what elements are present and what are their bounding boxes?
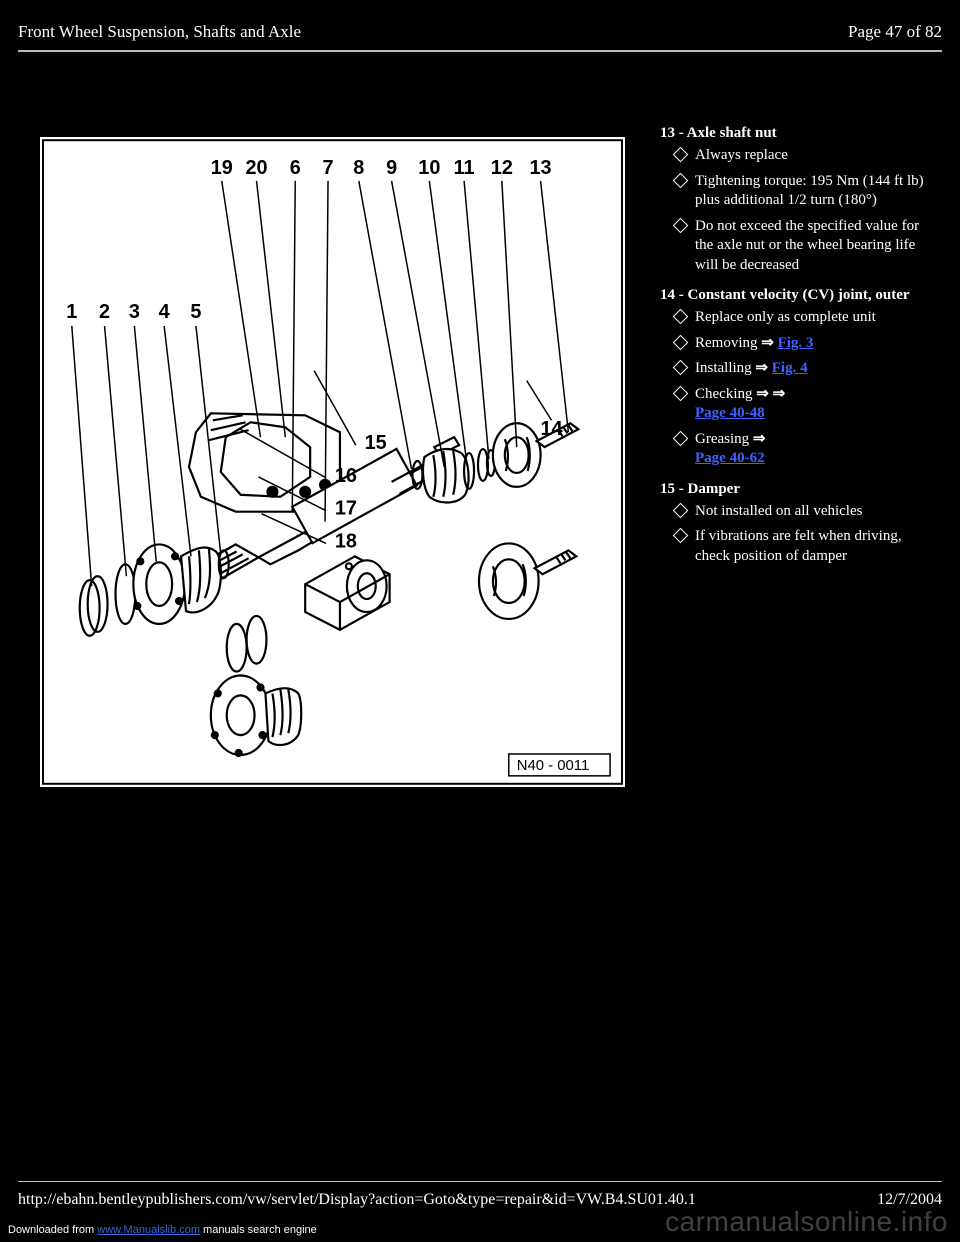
download-note: Downloaded from www.Manualslib.com manua… [8, 1224, 317, 1236]
callout-number: 6 [290, 157, 301, 179]
callout-number: 10 [418, 157, 440, 179]
figure-id: N40 - 0011 [517, 758, 590, 774]
item-sub: Do not exceed the specified value for th… [695, 217, 930, 276]
exploded-diagram: N40 - 0011 [40, 137, 625, 787]
callout-number: 5 [190, 301, 201, 323]
figure-column: N40 - 0011 [30, 115, 650, 787]
page-link[interactable]: Page 40-62 [695, 450, 765, 466]
page-link[interactable]: Fig. 3 [778, 335, 814, 351]
callout-number: 4 [159, 301, 170, 323]
item-sub: Tightening torque: 195 Nm (144 ft lb) pl… [695, 172, 930, 211]
item-sub: Checking ⇒ ⇒Page 40-48 [695, 385, 930, 424]
footer-rule [18, 1181, 942, 1182]
page-link[interactable]: Fig. 4 [772, 360, 808, 376]
item-head: 15 - Damper [660, 481, 930, 498]
callout-number: 13 [530, 157, 552, 179]
item-sub: Greasing ⇒ Page 40-62 [695, 430, 930, 469]
item-sub: Removing ⇒ Fig. 3 [695, 334, 930, 354]
item-sub: Replace only as complete unit [695, 308, 930, 328]
parts-item: 14 - Constant velocity (CV) joint, outer… [660, 287, 930, 469]
header-title: Front Wheel Suspension, Shafts and Axle [18, 22, 301, 42]
callout-number: 17 [335, 498, 357, 520]
callout-number: 14 [540, 418, 562, 440]
manualslib-link[interactable]: www.Manualslib.com [97, 1224, 200, 1236]
callout-number: 2 [99, 301, 110, 323]
callout-number: 8 [353, 157, 364, 179]
sidebar: 13 - Axle shaft nut Always replace Tighten… [650, 115, 930, 787]
header-page: Page 47 of 82 [848, 22, 942, 42]
callout-number: 11 [454, 157, 475, 179]
callout-number: 19 [211, 157, 233, 179]
item-sub: If vibrations are felt when driving, che… [695, 527, 930, 566]
callout-number: 16 [335, 465, 357, 487]
watermark: carmanualsonline.info [665, 1206, 948, 1238]
callout-number: 3 [129, 301, 140, 323]
diagram-svg: N40 - 0011 [42, 139, 623, 785]
item-sub: Always replace [695, 146, 930, 166]
callout-number: 1 [66, 301, 77, 323]
item-head: 14 - Constant velocity (CV) joint, outer [660, 287, 930, 304]
parts-item: 15 - Damper Not installed on all vehicles… [660, 481, 930, 567]
item-sub: Installing ⇒ Fig. 4 [695, 359, 930, 379]
footer-url: http://ebahn.bentleypublishers.com/vw/se… [18, 1191, 696, 1209]
header-rule [18, 50, 942, 52]
callout-number: 12 [491, 157, 513, 179]
item-sub: Not installed on all vehicles [695, 502, 930, 522]
callout-number: 7 [323, 157, 334, 179]
parts-item: 13 - Axle shaft nut Always replace Tighten… [660, 125, 930, 275]
callout-number: 15 [365, 432, 387, 454]
item-head: 13 - Axle shaft nut [660, 125, 930, 142]
page-link[interactable]: Page 40-48 [695, 405, 765, 421]
callout-number: 20 [245, 157, 267, 179]
callout-number: 18 [335, 530, 357, 552]
callout-number: 9 [386, 157, 397, 179]
